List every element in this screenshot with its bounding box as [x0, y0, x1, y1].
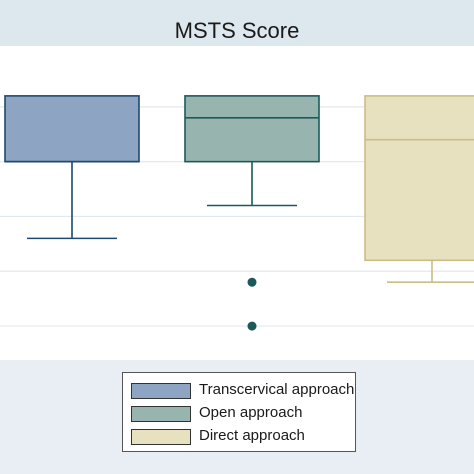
legend-label-direct: Direct approach — [199, 427, 305, 444]
open-outlier — [247, 277, 257, 287]
chart-title: MSTS Score — [174, 18, 300, 43]
legend-item-open: Open approach — [123, 403, 355, 425]
legend: Transcervical approach Open approach Dir… — [122, 372, 356, 452]
open-outlier — [247, 321, 257, 331]
legend-swatch-transcervical — [131, 383, 191, 399]
legend-label-open: Open approach — [199, 404, 303, 421]
legend-label-transcervical: Transcervical approach — [199, 381, 355, 398]
legend-swatch-direct — [131, 429, 191, 445]
chart-title-bar: MSTS Score — [0, 0, 474, 46]
legend-swatch-open — [131, 406, 191, 422]
legend-item-direct: Direct approach — [123, 426, 355, 448]
transcervical-box — [4, 95, 140, 163]
open-box — [184, 95, 320, 163]
boxes-group — [4, 95, 474, 331]
legend-item-transcervical: Transcervical approach — [123, 380, 355, 402]
direct-box — [364, 95, 474, 262]
box-plot — [0, 46, 474, 360]
